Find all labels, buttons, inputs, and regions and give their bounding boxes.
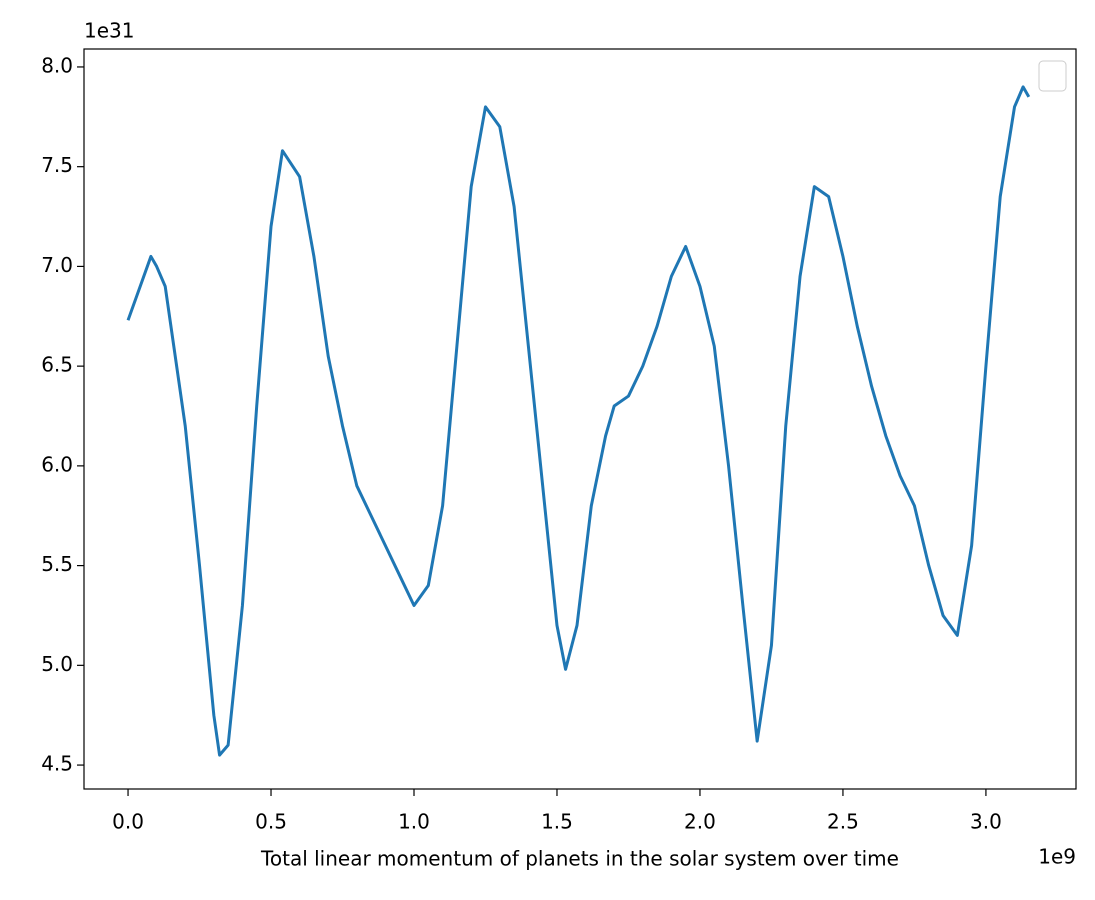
legend-box: [1038, 60, 1067, 92]
y-tick-label: 5.5: [41, 552, 73, 576]
x-tick-label: 3.0: [970, 810, 1002, 834]
y-tick-label: 5.0: [41, 652, 73, 676]
x-axis-label: Total linear momentum of planets in the …: [260, 847, 899, 871]
x-tick-label: 2.5: [827, 810, 859, 834]
x-tick-label: 0.5: [255, 810, 287, 834]
y-offset-label: 1e31: [84, 19, 134, 43]
y-tick-label: 7.0: [41, 253, 73, 277]
x-tick-label: 1.5: [541, 810, 573, 834]
y-tick-label: 4.5: [41, 752, 73, 776]
x-tick-label: 2.0: [684, 810, 716, 834]
x-offset-label: 1e9: [1038, 845, 1076, 869]
y-tick-label: 8.0: [41, 53, 73, 77]
y-tick-label: 6.5: [41, 353, 73, 377]
x-tick-label: 1.0: [398, 810, 430, 834]
y-tick-label: 6.0: [41, 452, 73, 476]
data-line: [126, 85, 1031, 757]
y-tick-label: 7.5: [41, 153, 73, 177]
plot-frame: [83, 48, 1077, 790]
x-tick-label: 0.0: [112, 810, 144, 834]
